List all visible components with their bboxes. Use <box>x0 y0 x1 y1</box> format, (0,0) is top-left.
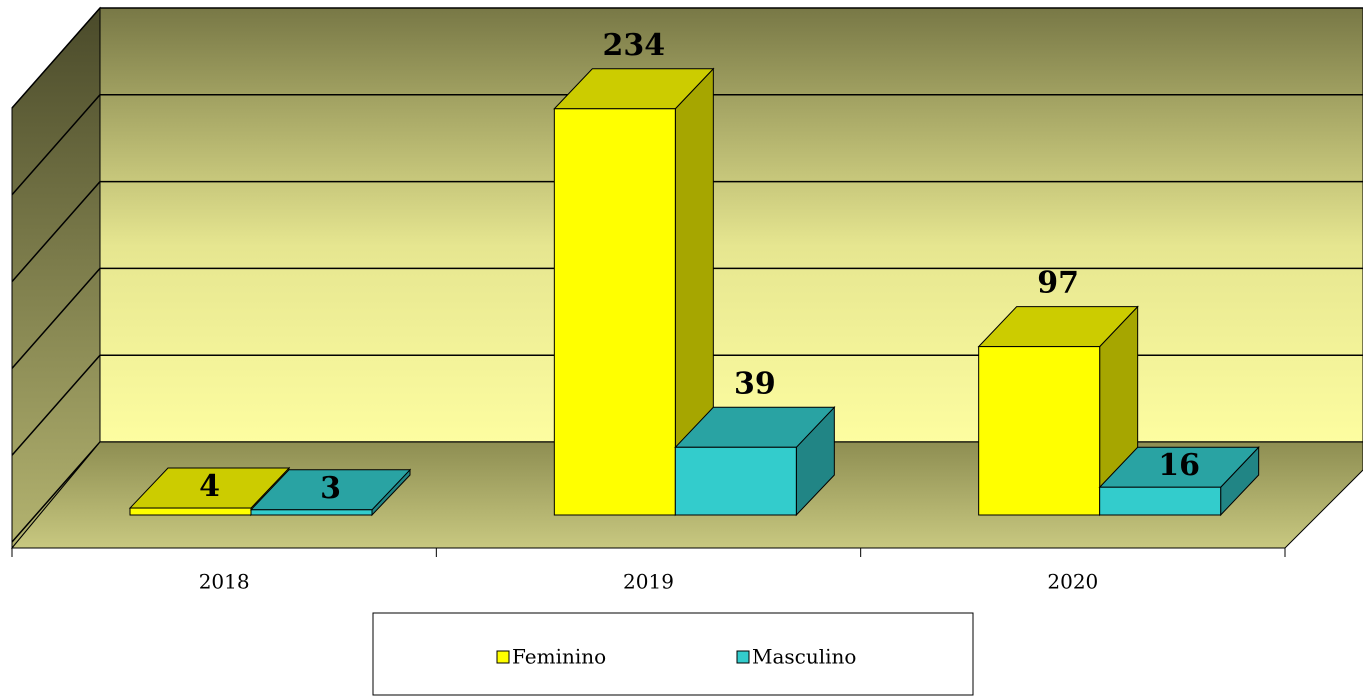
value-label: 4 <box>199 469 220 504</box>
x-tick-label: 2020 <box>1047 570 1098 594</box>
bar <box>1099 486 1222 516</box>
legend-swatch <box>736 650 750 664</box>
value-label: 16 <box>1158 448 1200 483</box>
legend-label: Masculino <box>752 645 856 669</box>
back-wall <box>99 7 1363 443</box>
grid-line <box>11 94 1363 196</box>
grid-line <box>11 180 1363 283</box>
bar <box>250 509 373 516</box>
x-tick-label: 2018 <box>199 570 250 594</box>
grid-line <box>11 354 1363 456</box>
bar <box>553 108 676 516</box>
bar <box>129 507 252 516</box>
bar <box>674 446 797 516</box>
legend-swatch <box>496 650 510 664</box>
legend-label: Feminino <box>512 645 606 669</box>
bar <box>978 346 1101 516</box>
value-label: 97 <box>1037 266 1079 301</box>
grid-line <box>11 267 1363 369</box>
grid-line <box>11 7 1363 109</box>
legend <box>372 612 974 696</box>
x-tick-label: 2019 <box>623 570 674 594</box>
value-label: 3 <box>320 471 341 506</box>
value-label: 234 <box>603 28 666 63</box>
value-label: 39 <box>734 366 776 401</box>
